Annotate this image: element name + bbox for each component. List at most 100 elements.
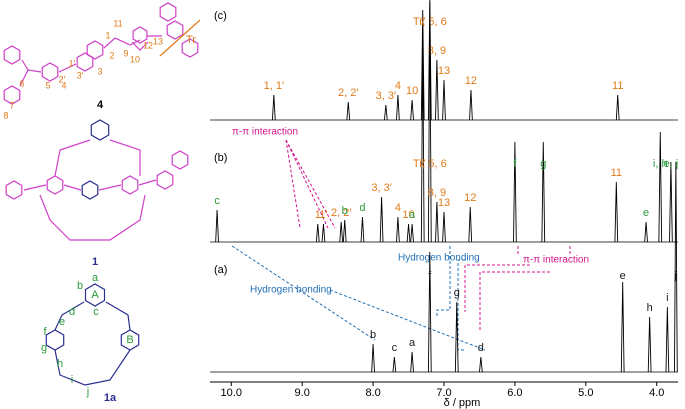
peak [665, 306, 670, 373]
atom-number: 2′ [59, 74, 66, 84]
peak [454, 301, 459, 373]
annotation: π-π interaction [232, 127, 298, 138]
ring [166, 20, 184, 40]
peak-label: e, j [664, 158, 679, 170]
annotation: Hydrogen bonding [398, 253, 480, 264]
peak-label: e [620, 270, 626, 282]
peak-label: h [647, 302, 653, 314]
peak-label: 10 [406, 85, 418, 97]
x-axis-label: δ / ppm [444, 397, 481, 409]
peak [435, 201, 439, 243]
atom-letter: j [86, 386, 89, 398]
peak [410, 99, 414, 121]
peak-label: 3, 3′ [376, 90, 396, 102]
peak-label: 8, 9 [428, 45, 446, 57]
peak-label: j [674, 270, 677, 282]
peak [315, 223, 320, 243]
ring [84, 283, 106, 307]
peak [427, 251, 432, 373]
peak-label: 3, 3′ [371, 182, 391, 194]
atom-number: 6 [19, 78, 24, 88]
peak [615, 94, 620, 121]
peak-label: b [370, 329, 376, 341]
ring [5, 180, 23, 200]
peak-label: 2, 2′ [331, 207, 351, 219]
peak [396, 216, 400, 243]
peak [406, 223, 411, 243]
atom-letter: i [71, 374, 73, 386]
peak [644, 221, 648, 243]
peak-label: c [214, 195, 220, 207]
x-tick-label: 7.0 [436, 387, 451, 399]
peak [468, 206, 473, 243]
ring [132, 26, 148, 44]
peak [321, 223, 326, 243]
atom-number: 5 [45, 80, 50, 90]
peak-label: 11 [611, 167, 622, 179]
annotation-lines [231, 139, 571, 351]
peak [669, 161, 673, 243]
atom-letter: g [41, 342, 47, 354]
peak [420, 41, 425, 243]
peak [392, 356, 397, 373]
peak [479, 356, 483, 373]
peak [339, 221, 344, 243]
atom-letter: b [77, 280, 83, 292]
peak-label: i, h [653, 158, 668, 170]
ring [3, 45, 21, 65]
bond [131, 41, 149, 51]
peak [346, 101, 351, 121]
atom-number: 3′ [77, 70, 84, 80]
peak [442, 79, 446, 121]
peak [271, 94, 276, 121]
atom-letter: h [57, 358, 63, 370]
ring-label: B [126, 334, 133, 346]
atom-number: 9 [123, 48, 128, 58]
peak-label: 1, 1′ [264, 80, 284, 92]
atom-number: 12 [143, 40, 153, 50]
peak-label: Tr, 5, 6 [413, 158, 447, 170]
ring [90, 119, 110, 141]
atom-number: 7 [9, 100, 14, 110]
peak [435, 59, 439, 121]
ring [156, 170, 174, 190]
peak [396, 94, 400, 121]
peak [620, 281, 625, 373]
peak-label: f [428, 270, 432, 282]
ring [45, 329, 65, 351]
x-tick-label: 9.0 [295, 387, 310, 399]
peak [342, 219, 347, 243]
peak [674, 161, 678, 373]
ring [121, 175, 139, 195]
x-tick-label: 5.0 [578, 387, 593, 399]
compound-label: 1 [92, 256, 98, 268]
x-tick-label: 10.0 [221, 387, 242, 399]
pi-link [285, 139, 336, 229]
peak [513, 141, 517, 243]
peak-label: 10 [402, 209, 414, 221]
bond [23, 179, 157, 191]
atom-number: 1′ [69, 58, 76, 68]
peak [379, 196, 384, 243]
peak [647, 316, 652, 373]
peak-label: f [513, 158, 517, 170]
atom-number: 2 [109, 50, 114, 60]
peak-label: 13 [438, 65, 450, 77]
ring [46, 175, 64, 195]
peak-label: c [392, 342, 398, 354]
bond [19, 35, 162, 87]
peak [371, 343, 375, 373]
atom-letter: c [93, 306, 99, 318]
ring [81, 180, 99, 200]
peak-label: g [454, 287, 460, 299]
peak-label: e [643, 207, 649, 219]
peak [658, 131, 663, 243]
peak [384, 104, 388, 121]
peak-label: 4 [395, 202, 401, 214]
peak-label: g [540, 158, 546, 170]
peak [410, 223, 414, 243]
peak-label: 12 [465, 75, 477, 87]
compound-label: 1a [104, 392, 117, 404]
